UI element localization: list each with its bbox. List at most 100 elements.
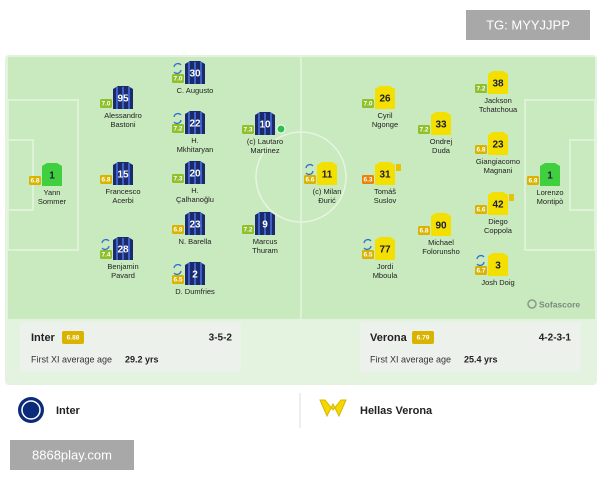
shirt-stripe	[116, 163, 118, 185]
player[interactable]: 3 6.7 Josh Doig	[475, 253, 515, 287]
yellow-card	[509, 194, 514, 201]
yellow-card	[396, 164, 401, 171]
shirt-stripe	[270, 213, 272, 235]
shirt-stripe	[116, 238, 118, 260]
rating: 6.8	[476, 147, 485, 154]
player-name: Marcus	[253, 237, 278, 246]
shirt-number: 23	[492, 140, 504, 151]
shirt-number: 95	[117, 94, 129, 105]
sub-icon	[173, 62, 182, 75]
shirt-stripe	[258, 213, 260, 235]
shirt	[488, 192, 508, 215]
rating-badge	[362, 99, 374, 108]
away-footer-name[interactable]: Hellas Verona	[360, 405, 433, 417]
shirt-number: 33	[435, 120, 447, 131]
rating-badge	[527, 176, 539, 185]
shirt	[375, 162, 395, 185]
shirt-stripe	[122, 238, 124, 260]
home-name: Inter	[31, 332, 56, 344]
player-name: Duda	[432, 146, 451, 155]
shirt-number: 77	[379, 245, 391, 256]
shirt-stripe	[258, 113, 260, 135]
rating-badge	[362, 250, 374, 259]
shirt	[375, 237, 395, 260]
shirt	[488, 132, 508, 155]
player[interactable]: 23 6.8 N. Barella	[172, 212, 212, 246]
rating-badge	[362, 175, 374, 184]
shirt-stripe	[200, 112, 202, 134]
away-summary	[360, 322, 581, 372]
shirt-number: 31	[379, 170, 391, 181]
home-formation: 3-5-2	[209, 333, 233, 344]
rating-badge	[475, 84, 487, 93]
shirt-number: 20	[189, 169, 201, 180]
pitch-lines	[7, 57, 596, 319]
rating-badge	[172, 275, 184, 284]
watermark-top: TG: MYYJJPP	[486, 17, 570, 32]
home-footer-name[interactable]: Inter	[56, 405, 81, 417]
player-name: Sommer	[38, 197, 67, 206]
player-name: Magnani	[484, 166, 513, 175]
shirt-number: 28	[117, 245, 129, 256]
player[interactable]: 20 7.3 H.Çalhanoğlu	[172, 161, 214, 204]
shirt-number: 30	[189, 69, 201, 80]
brand-logo	[527, 299, 537, 309]
shirt	[488, 253, 508, 276]
player-name: Folorunsho	[422, 247, 460, 256]
sub-icon	[305, 163, 314, 176]
rating: 6.8	[173, 227, 182, 234]
rating: 7.0	[101, 101, 110, 108]
away-rating: 6.79	[417, 335, 430, 342]
player[interactable]: 2 6.5 D. Dumfries	[172, 262, 215, 296]
shirt-stripe	[128, 238, 130, 260]
rating: 7.3	[243, 127, 252, 134]
player-name: Cyril	[378, 111, 393, 120]
shirt-stripe	[194, 112, 196, 134]
player-name: Çalhanoğlu	[176, 195, 214, 204]
player-name: Giangiacomo	[476, 157, 520, 166]
home-age: 29.2 yrs	[125, 354, 159, 364]
shirt-number: 15	[117, 170, 129, 181]
rating-badge	[304, 175, 316, 184]
shirt-number: 38	[492, 79, 504, 90]
rating: 6.5	[363, 252, 372, 259]
rating-badge	[172, 174, 184, 183]
shirt-stripe	[128, 87, 130, 109]
rating: 6.8	[30, 178, 39, 185]
rating-badge	[475, 145, 487, 154]
player[interactable]: 22 7.2 H.Mkhitaryan	[172, 111, 213, 154]
shirt-stripe	[188, 112, 190, 134]
rating-badge	[100, 175, 112, 184]
shirt-stripe	[194, 62, 196, 84]
shirt-stripe	[194, 162, 196, 184]
rating-badge	[172, 124, 184, 133]
player-name: Thuram	[252, 246, 278, 255]
player[interactable]: 30 7.0 C. Augusto	[172, 61, 213, 95]
shirt-stripe	[122, 163, 124, 185]
sub-icon	[476, 254, 485, 267]
away-name: Verona	[370, 332, 408, 344]
rating: 6.5	[173, 277, 182, 284]
rating-badge	[172, 74, 184, 83]
player-name: Montipò	[537, 197, 564, 206]
watermark-top-bg	[466, 10, 590, 40]
shirt-stripe	[200, 162, 202, 184]
